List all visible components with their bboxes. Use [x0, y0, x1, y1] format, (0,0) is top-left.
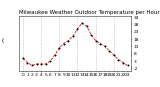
- Text: Milwaukee Weather Outdoor Temperature per Hour (Last 24 Hours): Milwaukee Weather Outdoor Temperature pe…: [19, 10, 160, 15]
- Text: 5 (: 5 (: [0, 38, 5, 43]
